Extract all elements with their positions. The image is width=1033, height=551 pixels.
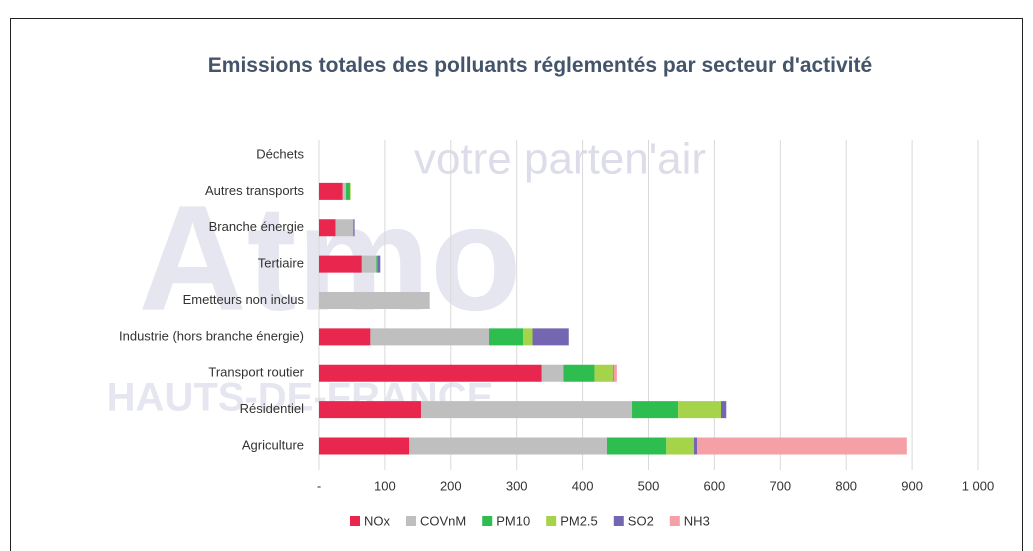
bar-segment: [370, 328, 489, 345]
bar-segment: [694, 438, 697, 455]
bar-segment: [421, 401, 632, 418]
bar-segment: [319, 438, 409, 455]
y-tick-label: Transport routier: [208, 365, 304, 380]
legend-label: SO2: [628, 513, 654, 528]
legend-swatch: [350, 516, 360, 526]
bar-segment: [319, 328, 370, 345]
legend-label: PM10: [496, 513, 530, 528]
bar-segment: [343, 183, 346, 200]
bar-segment: [594, 365, 612, 382]
legend-swatch: [406, 516, 416, 526]
legend-label: NH3: [684, 513, 710, 528]
y-tick-label: Emetteurs non inclus: [183, 292, 305, 307]
bar-segment: [563, 365, 594, 382]
legend-label: NOx: [364, 513, 391, 528]
bar-segment: [319, 183, 343, 200]
bar-segment: [319, 401, 421, 418]
bar-segment: [614, 365, 617, 382]
bar-segment: [721, 401, 726, 418]
bar-segment: [533, 328, 569, 345]
legend-swatch: [614, 516, 624, 526]
y-tick-label: Résidentiel: [240, 401, 304, 416]
y-tick-label: Agriculture: [242, 437, 304, 452]
bar-segment: [362, 256, 376, 273]
x-tick-label: 700: [769, 478, 791, 493]
y-tick-label: Industrie (hors branche énergie): [119, 328, 304, 343]
bar-segment: [319, 365, 542, 382]
bar-segment: [613, 365, 614, 382]
legend-label: PM2.5: [560, 513, 598, 528]
bar-segment: [319, 219, 335, 236]
y-tick-label: Déchets: [256, 146, 304, 161]
bar-segment: [378, 256, 381, 273]
legend-swatch: [670, 516, 680, 526]
x-tick-label: 900: [901, 478, 923, 493]
y-tick-label: Autres transports: [205, 183, 304, 198]
bar-segment: [376, 256, 377, 273]
bar-segment: [542, 365, 564, 382]
x-tick-label: 800: [835, 478, 857, 493]
bar-segment: [409, 438, 607, 455]
bar-segment: [346, 183, 350, 200]
bar-segment: [319, 292, 430, 309]
y-tick-label: Tertiaire: [258, 256, 304, 271]
x-tick-label: 500: [638, 478, 660, 493]
bar-segment: [319, 256, 362, 273]
legend-swatch: [546, 516, 556, 526]
x-tick-label: 200: [440, 478, 462, 493]
bar-segment: [632, 401, 678, 418]
bar-segment: [666, 438, 694, 455]
x-tick-label: 300: [506, 478, 528, 493]
x-tick-label: -: [317, 478, 321, 493]
bar-segment: [353, 219, 354, 236]
bar-segment: [350, 183, 351, 200]
y-tick-label: Branche énergie: [209, 219, 304, 234]
bar-segment: [607, 438, 666, 455]
bar-segment: [335, 219, 353, 236]
legend-label: COVnM: [420, 513, 466, 528]
bar-segment: [697, 438, 907, 455]
page: votre parten'airAtmoHAUTS-DE-FRANCE-1002…: [0, 0, 1033, 551]
legend-swatch: [482, 516, 492, 526]
x-tick-label: 100: [374, 478, 396, 493]
bar-segment: [678, 401, 721, 418]
chart-title: Emissions totales des polluants réglemen…: [200, 48, 880, 83]
bar-segment: [523, 328, 532, 345]
x-tick-label: 1 000: [962, 478, 995, 493]
x-tick-label: 600: [704, 478, 726, 493]
bar-segment: [489, 328, 523, 345]
x-tick-label: 400: [572, 478, 594, 493]
